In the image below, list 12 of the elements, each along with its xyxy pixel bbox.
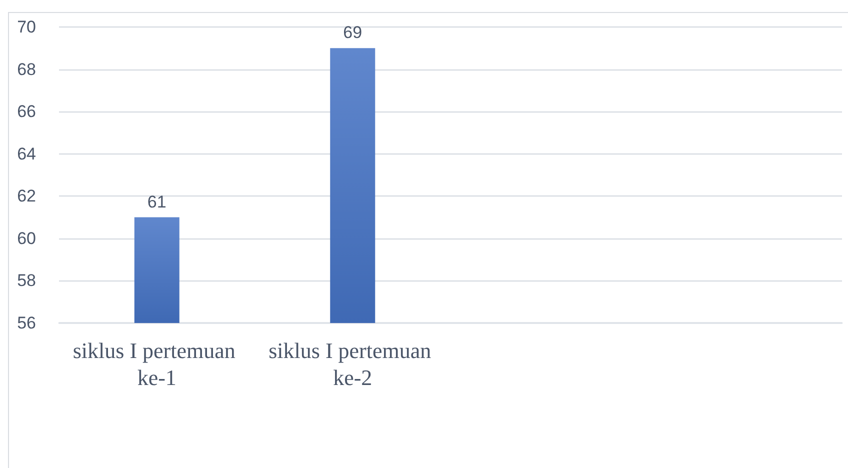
- y-tick-label: 64: [17, 144, 36, 164]
- y-tick-label: 60: [17, 228, 36, 248]
- y-tick-label: 70: [17, 18, 36, 36]
- y-tick-label: 56: [17, 314, 36, 332]
- y-tick-label: 62: [17, 186, 36, 206]
- y-tick-label: 68: [17, 60, 36, 79]
- data-label: 69: [343, 23, 362, 42]
- y-tick-label: 58: [17, 271, 36, 290]
- y-tick-label: 66: [17, 102, 36, 122]
- data-label: 61: [147, 192, 166, 212]
- x-tick-label: siklus I pertemuan ke-1: [72, 338, 241, 390]
- x-tick-label: siklus I pertemuan ke-2: [268, 338, 437, 390]
